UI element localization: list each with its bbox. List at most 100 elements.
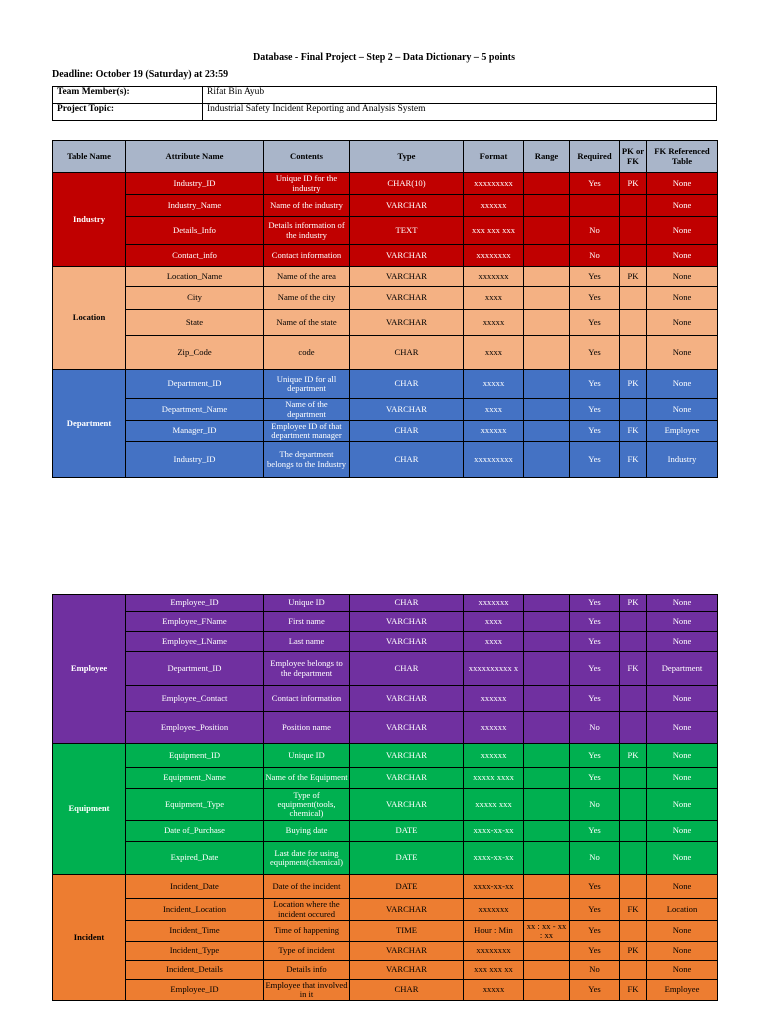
required-cell: Yes — [569, 941, 620, 961]
range-cell — [523, 788, 570, 821]
attribute-name-cell: City — [125, 286, 264, 310]
required-cell: No — [569, 216, 620, 245]
fk-referenced-table-cell: None — [646, 594, 718, 612]
required-cell: No — [569, 244, 620, 267]
attribute-name-cell: Date of_Purchase — [125, 820, 264, 842]
fk-referenced-table-cell: None — [646, 767, 718, 789]
required-cell: Yes — [569, 685, 620, 712]
team-value: Rifat Bin Ayub — [202, 86, 717, 104]
required-cell: Yes — [569, 335, 620, 370]
attribute-name-cell: Employee_ID — [125, 979, 264, 1001]
type-cell: DATE — [349, 820, 464, 842]
pk-or-fk-cell: FK — [619, 651, 647, 686]
table-name-cell: Equipment — [52, 743, 126, 875]
contents-cell: Details information of the industry — [263, 216, 350, 245]
range-cell — [523, 216, 570, 245]
pk-or-fk-cell — [619, 194, 647, 217]
attribute-name-cell: Department_Name — [125, 398, 264, 421]
header-range: Range — [523, 140, 570, 173]
table-row: Incident_Type Type of incident VARCHAR xxxx… — [53, 941, 718, 961]
type-cell: VARCHAR — [349, 631, 464, 652]
topic-row: Project Topic: Industrial Safety Inciden… — [52, 103, 717, 121]
pk-or-fk-cell: PK — [619, 172, 647, 195]
contents-cell: Type of incident — [263, 941, 350, 961]
header-type: Type — [349, 140, 464, 173]
format-cell: xxxxxx — [463, 685, 524, 712]
deadline: Deadline: October 19 (Saturday) at 23:59 — [52, 69, 229, 80]
fk-referenced-table-cell: None — [646, 194, 718, 217]
attribute-name-cell: Equipment_ID — [125, 743, 264, 768]
required-cell: No — [569, 960, 620, 980]
type-cell: VARCHAR — [349, 743, 464, 768]
contents-cell: Details info — [263, 960, 350, 980]
format-cell: xxxx-xx-xx — [463, 874, 524, 899]
pk-or-fk-cell — [619, 960, 647, 980]
range-cell — [523, 335, 570, 370]
contents-cell: Position name — [263, 711, 350, 744]
type-cell: DATE — [349, 841, 464, 875]
fk-referenced-table-cell: None — [646, 788, 718, 821]
fk-referenced-table-cell: None — [646, 611, 718, 632]
format-cell: xxxxxxxxxx x — [463, 651, 524, 686]
type-cell: CHAR — [349, 594, 464, 612]
team-row: Team Member(s): Rifat Bin Ayub — [52, 86, 717, 104]
type-cell: TIME — [349, 920, 464, 942]
type-cell: VARCHAR — [349, 286, 464, 310]
required-cell: Yes — [569, 743, 620, 768]
header-pk-or-fk: PK or FK — [619, 140, 647, 173]
type-cell: TEXT — [349, 216, 464, 245]
table-row: Contact_info Contact information VARCHAR xx… — [53, 244, 718, 267]
required-cell: Yes — [569, 979, 620, 1001]
required-cell: Yes — [569, 631, 620, 652]
type-cell: DATE — [349, 874, 464, 899]
type-cell: CHAR(10) — [349, 172, 464, 195]
fk-referenced-table-cell: None — [646, 841, 718, 875]
type-cell: VARCHAR — [349, 960, 464, 980]
attribute-name-cell: State — [125, 309, 264, 336]
table-row: Employee Employee_ID Unique ID CHAR xxxxxxx Y… — [52, 594, 718, 744]
range-cell — [523, 194, 570, 217]
type-cell: VARCHAR — [349, 767, 464, 789]
range-cell — [523, 266, 570, 287]
contents-cell: Type of equipment(tools, chemical) — [263, 788, 350, 821]
contents-cell: Buying date — [263, 820, 350, 842]
fk-referenced-table-cell: None — [646, 398, 718, 421]
pk-or-fk-cell — [619, 631, 647, 652]
contents-cell: Name of the Equipment — [263, 767, 350, 789]
type-cell: VARCHAR — [349, 898, 464, 921]
table-row: Employee_ID Employee that involved in it C… — [53, 979, 718, 1001]
pk-or-fk-cell: PK — [619, 743, 647, 768]
table-row: Employee_FName First name VARCHAR xxxx Yes No… — [53, 611, 718, 632]
format-cell: xxxx-xx-xx — [463, 841, 524, 875]
format-cell: xxxxxxxxx — [463, 441, 524, 478]
table-row: Incident Incident_Date Date of the inciden… — [52, 874, 718, 1001]
format-cell: xxxxx xxxx — [463, 767, 524, 789]
table-row: Incident_Details Details info VARCHAR xxx x… — [53, 960, 718, 980]
format-cell: xxxx-xx-xx — [463, 820, 524, 842]
fk-referenced-table-cell: None — [646, 244, 718, 267]
table-row: Incident_Location Location where the inci… — [53, 898, 718, 921]
fk-referenced-table-cell: Department — [646, 651, 718, 686]
pk-or-fk-cell — [619, 309, 647, 336]
pk-or-fk-cell — [619, 244, 647, 267]
required-cell: Yes — [569, 309, 620, 336]
topic-value: Industrial Safety Incident Reporting and… — [202, 103, 717, 121]
fk-referenced-table-cell: None — [646, 631, 718, 652]
fk-referenced-table-cell: None — [646, 941, 718, 961]
required-cell: Yes — [569, 611, 620, 632]
type-cell: VARCHAR — [349, 266, 464, 287]
type-cell: VARCHAR — [349, 398, 464, 421]
format-cell: xxxxxxx — [463, 594, 524, 612]
contents-cell: Last name — [263, 631, 350, 652]
fk-referenced-table-cell: Employee — [646, 979, 718, 1001]
table-row: Expired_Date Last date for using equipmen… — [53, 841, 718, 875]
format-cell: xxx xxx xx — [463, 960, 524, 980]
table-row: State Name of the state VARCHAR xxxxx Yes Non… — [53, 309, 718, 336]
contents-cell: Unique ID for all department — [263, 369, 350, 399]
contents-cell: Unique ID — [263, 594, 350, 612]
required-cell: Yes — [569, 898, 620, 921]
fk-referenced-table-cell: None — [646, 172, 718, 195]
pk-or-fk-cell — [619, 335, 647, 370]
attribute-name-cell: Zip_Code — [125, 335, 264, 370]
contents-cell: Employee belongs to the department — [263, 651, 350, 686]
